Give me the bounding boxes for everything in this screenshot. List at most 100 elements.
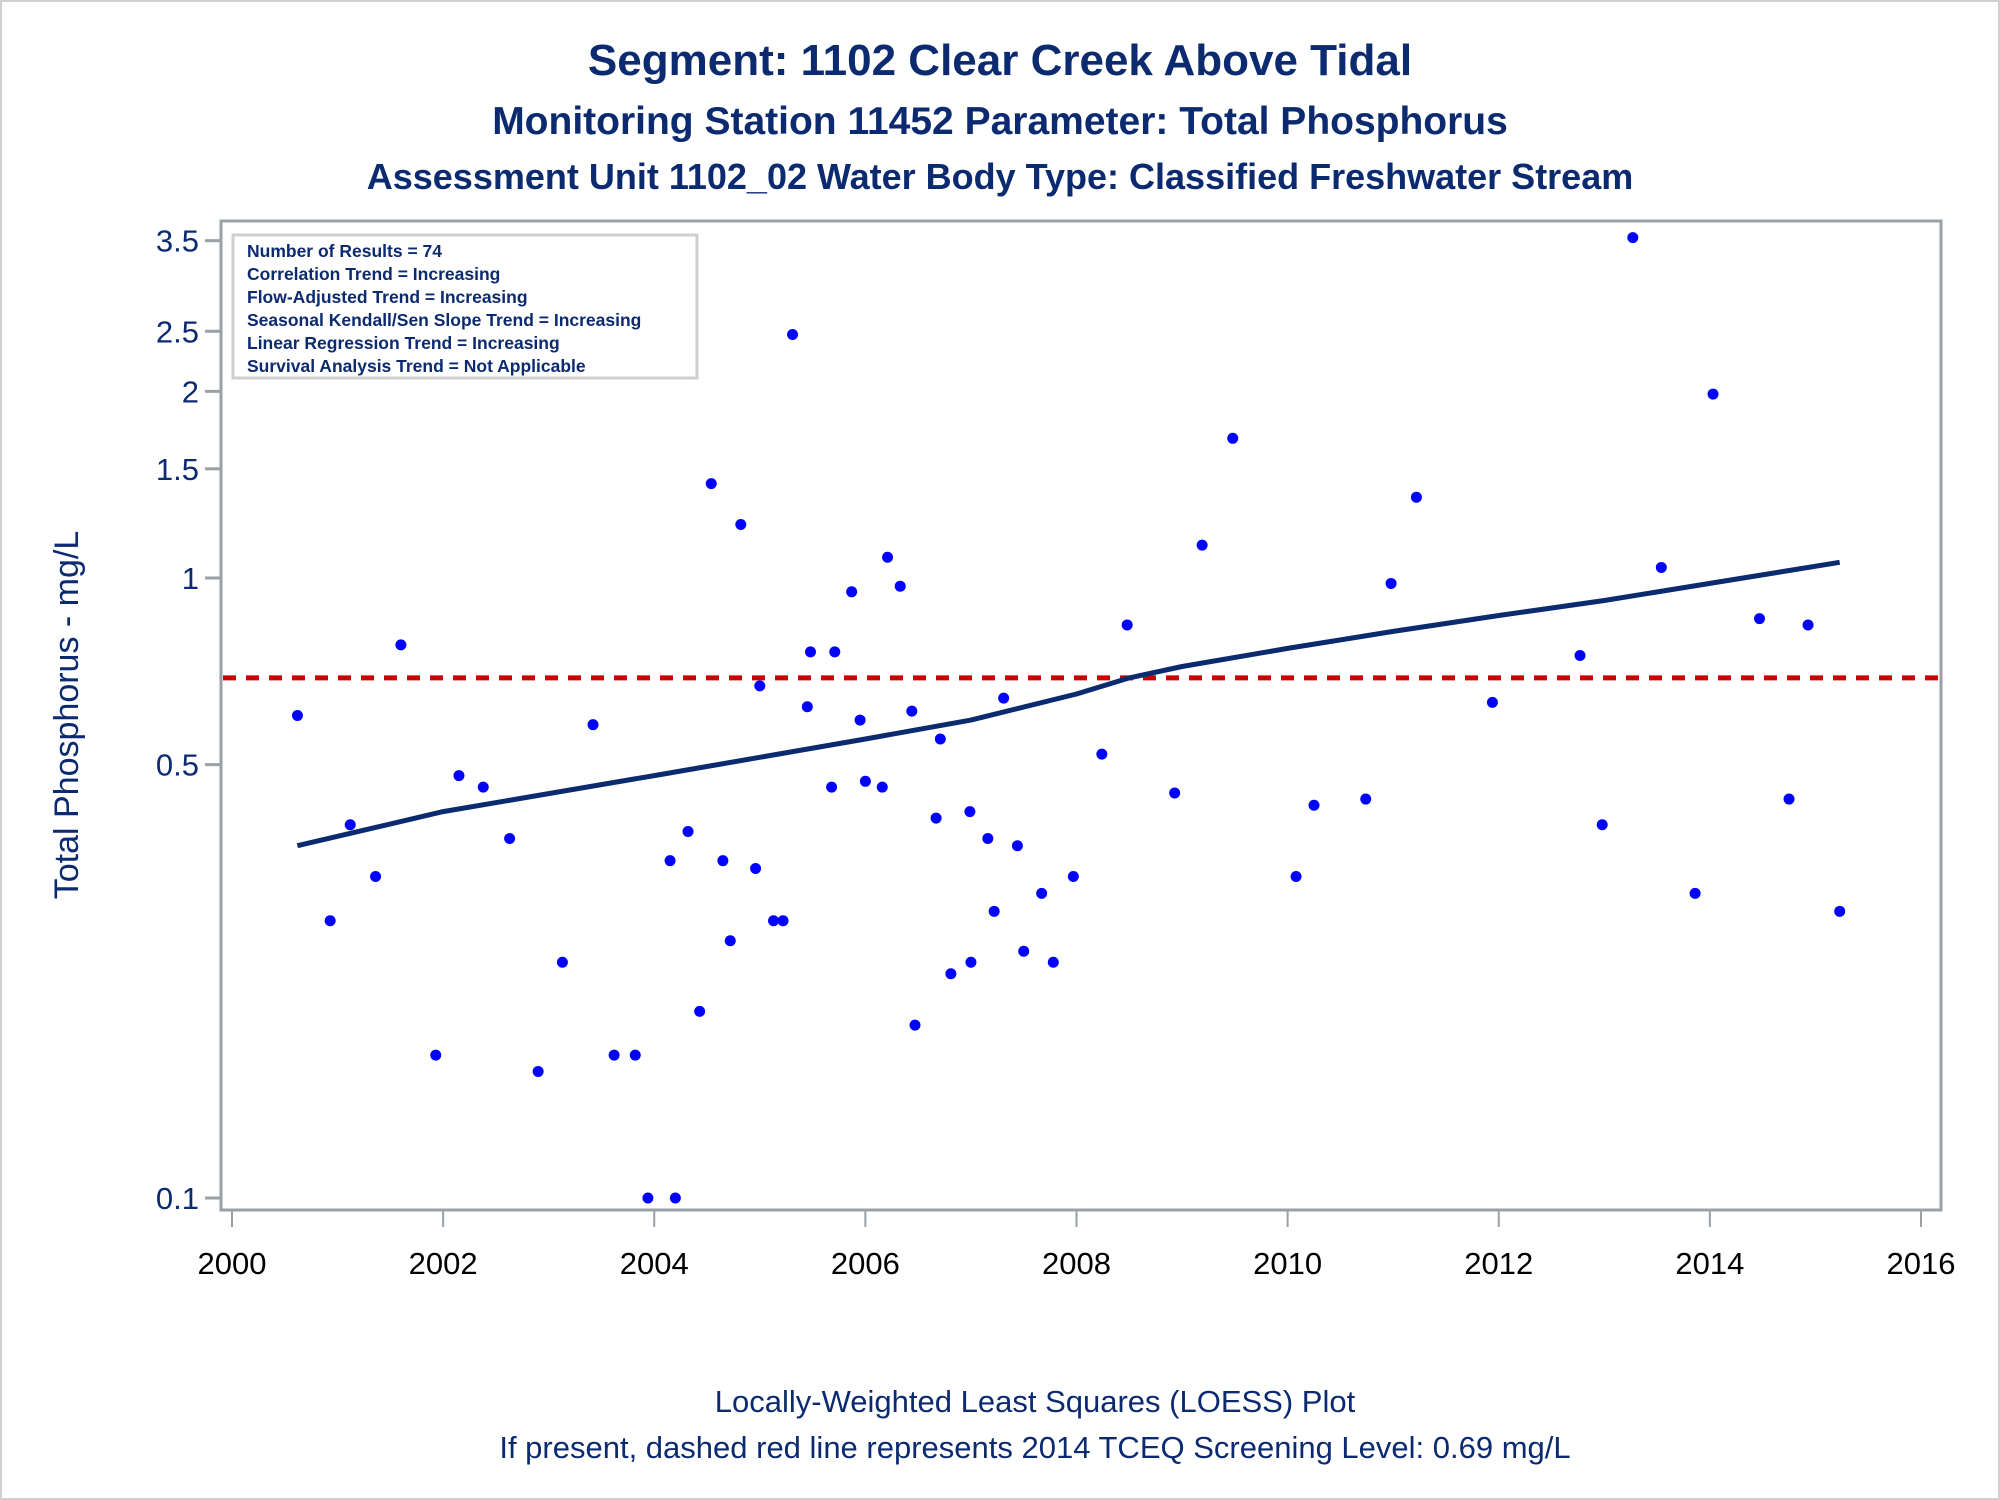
- data-point: [324, 915, 336, 927]
- data-point: [909, 1019, 921, 1031]
- inset-line: Survival Analysis Trend = Not Applicable: [247, 356, 586, 376]
- inset-line: Linear Regression Trend = Increasing: [247, 333, 560, 353]
- data-point: [829, 646, 841, 658]
- loess-fit-line: [296, 559, 1841, 849]
- x-tick-label: 2004: [620, 1246, 689, 1281]
- data-point: [1655, 561, 1667, 573]
- chart-subtitle-2: Assessment Unit 1102_02 Water Body Type:…: [366, 156, 1634, 197]
- data-point: [804, 646, 816, 658]
- x-tick-label: 2002: [409, 1246, 478, 1281]
- data-point: [587, 719, 599, 731]
- data-point: [370, 871, 382, 883]
- data-point: [1574, 649, 1586, 661]
- data-point: [854, 714, 866, 726]
- data-point: [1596, 819, 1608, 831]
- data-point: [846, 586, 858, 598]
- data-point: [724, 935, 736, 947]
- data-point: [1196, 539, 1208, 551]
- data-point: [556, 956, 568, 968]
- data-point: [1707, 388, 1719, 400]
- footnote-loess: Locally-Weighted Least Squares (LOESS) P…: [714, 1384, 1356, 1419]
- data-point: [682, 826, 694, 838]
- x-tick-label: 2000: [198, 1246, 267, 1281]
- inset-line: Seasonal Kendall/Sen Slope Trend = Incre…: [247, 310, 641, 330]
- data-point: [964, 806, 976, 818]
- inset-line: Flow-Adjusted Trend = Increasing: [247, 287, 528, 307]
- data-point: [1689, 887, 1701, 899]
- data-point: [1627, 232, 1639, 244]
- data-point: [930, 812, 942, 824]
- x-tick-label: 2006: [831, 1246, 900, 1281]
- data-point: [629, 1049, 641, 1061]
- y-tick-label: 0.5: [156, 748, 199, 783]
- data-point: [430, 1049, 442, 1061]
- y-tick-label: 0.1: [156, 1181, 199, 1216]
- chart-title: Segment: 1102 Clear Creek Above Tidal: [587, 36, 1413, 85]
- x-tick-label: 2010: [1253, 1246, 1322, 1281]
- data-point: [608, 1049, 620, 1061]
- data-point: [694, 1005, 706, 1017]
- data-point: [768, 915, 780, 927]
- data-point: [1018, 945, 1030, 957]
- data-point: [532, 1065, 544, 1077]
- data-point: [1783, 793, 1795, 805]
- data-point: [1308, 799, 1320, 811]
- plot-area: [219, 219, 1943, 1212]
- inset-line: Number of Results = 74: [247, 241, 442, 261]
- y-tick-label: 2: [182, 374, 199, 409]
- footnote-screening: If present, dashed red line represents 2…: [499, 1430, 1571, 1465]
- data-point: [988, 905, 1000, 917]
- x-axis: 2000 2002 2004 2006 2008 2010 2012 2014 2016: [198, 1210, 1956, 1281]
- data-point: [642, 1192, 654, 1204]
- data-point: [705, 478, 717, 490]
- data-point: [754, 680, 766, 692]
- data-point: [965, 956, 977, 968]
- data-point: [1410, 491, 1422, 503]
- data-point: [1802, 619, 1814, 631]
- data-point: [906, 705, 918, 717]
- data-point: [1486, 696, 1498, 708]
- data-point: [1096, 748, 1108, 760]
- data-point: [1834, 905, 1846, 917]
- data-point: [1011, 840, 1023, 852]
- data-point: [859, 775, 871, 787]
- data-point: [717, 855, 729, 867]
- data-point: [826, 781, 838, 793]
- data-point: [1121, 619, 1133, 631]
- data-point: [1067, 871, 1079, 883]
- y-axis: 0.1 0.5 1 1.5 2 2.5 3.5: [156, 224, 221, 1216]
- data-point: [453, 770, 465, 782]
- inset-border: [231, 233, 699, 380]
- data-point: [998, 692, 1010, 704]
- data-point: [777, 915, 789, 927]
- x-tick-label: 2016: [1887, 1246, 1956, 1281]
- data-point: [395, 639, 407, 651]
- data-point: [750, 862, 762, 874]
- y-tick-label: 3.5: [156, 224, 199, 259]
- data-point: [787, 329, 799, 341]
- data-point: [934, 733, 946, 745]
- chart-subtitle: Monitoring Station 11452 Parameter: Tota…: [492, 100, 1508, 143]
- data-point: [945, 968, 957, 980]
- loess-line-group: [296, 559, 1841, 849]
- x-tick-label: 2014: [1675, 1246, 1744, 1281]
- data-point: [1227, 432, 1239, 444]
- y-tick-label: 1.5: [156, 452, 199, 487]
- y-axis-label: Total Phosphorus - mg/L: [48, 531, 86, 900]
- data-point: [801, 701, 813, 713]
- inset-line: Correlation Trend = Increasing: [247, 264, 500, 284]
- data-point: [1047, 956, 1059, 968]
- trend-inset-box: Number of Results = 74 Correlation Trend…: [231, 233, 699, 380]
- data-point: [1360, 793, 1372, 805]
- data-point: [291, 710, 303, 722]
- data-point: [1169, 787, 1181, 799]
- y-tick-label: 1: [182, 561, 199, 596]
- data-point: [504, 833, 516, 845]
- data-point: [1036, 887, 1048, 899]
- data-point: [664, 855, 676, 867]
- data-point: [1385, 577, 1397, 589]
- data-point: [982, 833, 994, 845]
- x-tick-label: 2008: [1042, 1246, 1111, 1281]
